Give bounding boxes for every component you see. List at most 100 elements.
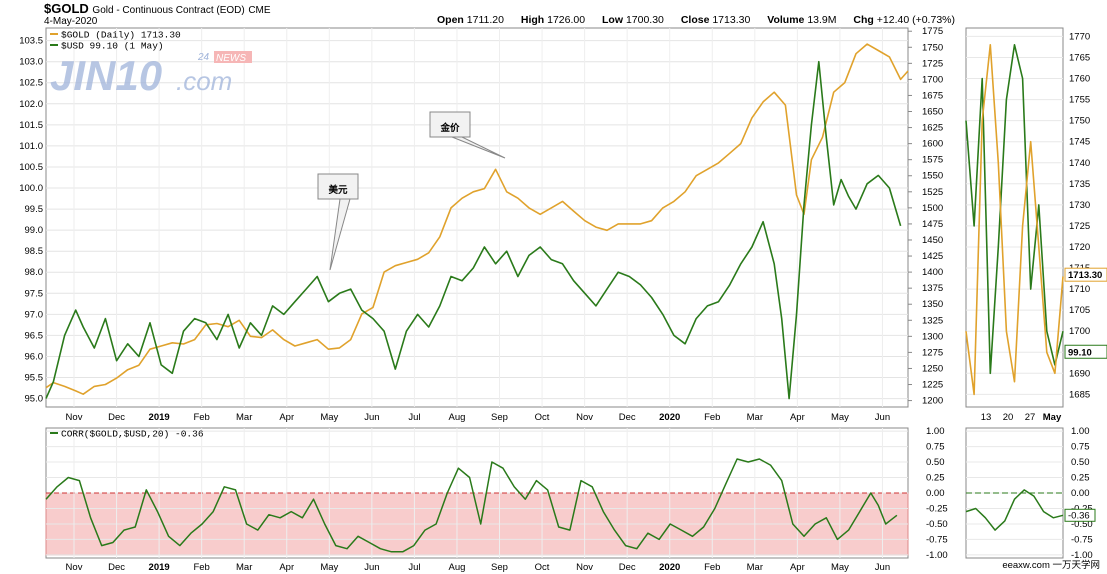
gold-badge-box <box>1064 267 1107 282</box>
zoom-plot-area <box>965 27 1064 408</box>
corr-legend-entry: CORR($GOLD,$USD,20) -0.36 <box>61 429 204 440</box>
zoom-corr-axis-tick: 0.50 <box>1071 457 1090 468</box>
legend-entry: $GOLD (Daily) 1713.30 <box>61 30 181 41</box>
open-value: 1711.20 <box>466 14 504 26</box>
left-axis-tick: 99.0 <box>25 225 44 236</box>
corr-axis-tick: -1.00 <box>926 550 948 561</box>
main-plot-area <box>45 27 909 408</box>
x-axis-tick: Feb <box>193 412 209 423</box>
corr-axis-tick: 1.00 <box>926 426 945 437</box>
right-axis-tick: 1525 <box>922 187 943 198</box>
zoom-axis-tick: 1730 <box>1069 200 1090 211</box>
left-axis-tick: 103.5 <box>19 36 43 47</box>
corr-x-axis-tick: Oct <box>535 562 550 573</box>
zoom-usd-line <box>965 44 1064 375</box>
left-axis-tick: 98.0 <box>25 267 44 278</box>
x-axis-tick: Dec <box>619 412 636 423</box>
zoom-x-axis-tick: 27 <box>1025 412 1036 423</box>
volume-label: Volume <box>767 14 805 26</box>
right-axis-tick: 1725 <box>922 58 943 69</box>
right-axis-tick: 1500 <box>922 203 943 214</box>
quote-bar: Open 1711.20 High 1726.00 Low 1700.30 Cl… <box>437 14 969 26</box>
volume-value: 13.9M <box>807 14 837 26</box>
corr-badge-box <box>1064 508 1096 522</box>
corr-x-axis-tick: Jun <box>875 562 890 573</box>
usd-callout-text: 美元 <box>327 184 348 196</box>
low-label: Low <box>602 14 624 26</box>
left-axis-tick: 100.0 <box>19 183 43 194</box>
zoom-corr-axis-tick: -1.00 <box>1071 550 1093 561</box>
zoom-corr-axis-tick: 0.00 <box>1071 488 1090 499</box>
right-axis-tick: 1250 <box>922 363 943 374</box>
zoom-gold-line <box>965 44 1064 396</box>
open-label: Open <box>437 14 464 26</box>
high-value: 1726.00 <box>547 14 586 26</box>
corr-x-axis-tick: Dec <box>619 562 636 573</box>
zoom-axis-tick: 1705 <box>1069 305 1090 316</box>
x-axis-tick: Jul <box>408 412 420 423</box>
zoom-x-axis-tick: 13 <box>981 412 992 423</box>
usd-callout-box <box>317 173 359 200</box>
corr-axis-tick: 0.50 <box>926 457 945 468</box>
x-axis-tick: Mar <box>747 412 763 423</box>
corr-x-axis-tick: Feb <box>193 562 209 573</box>
x-axis-tick: Dec <box>108 412 125 423</box>
left-axis-tick: 95.5 <box>25 373 44 384</box>
zoom-axis-tick: 1770 <box>1069 31 1090 42</box>
exchange: CME <box>248 5 271 16</box>
x-axis-tick: Feb <box>704 412 720 423</box>
usd-badge-text: 99.10 <box>1068 347 1092 358</box>
close-label: Close <box>680 14 710 26</box>
corr-x-axis-tick: Aug <box>449 562 466 573</box>
left-axis-tick: 95.0 <box>25 394 44 405</box>
zoom-axis-tick: 1740 <box>1069 158 1090 169</box>
x-axis-tick: Nov <box>66 412 83 423</box>
zoom-axis-tick: 1700 <box>1069 326 1090 337</box>
right-axis-tick: 1700 <box>922 74 943 85</box>
x-axis-tick: May <box>320 412 338 423</box>
left-axis-tick: 96.5 <box>25 330 44 341</box>
left-axis-tick: 101.0 <box>19 141 43 152</box>
corr-x-axis-tick: 2020 <box>659 562 680 573</box>
x-axis-tick: Mar <box>236 412 252 423</box>
zoom-axis-tick: 1690 <box>1069 368 1090 379</box>
right-axis-tick: 1675 <box>922 90 943 101</box>
logo-tag-num: 24 <box>197 52 210 63</box>
right-axis-tick: 1475 <box>922 219 943 230</box>
left-axis-tick: 100.5 <box>19 162 43 173</box>
zoom-axis-tick: 1760 <box>1069 74 1090 85</box>
right-axis-tick: 1350 <box>922 299 943 310</box>
x-axis-tick: Apr <box>790 412 805 423</box>
x-axis-tick: Apr <box>279 412 294 423</box>
zoom-axis-tick: 1735 <box>1069 179 1090 190</box>
low-value: 1700.30 <box>625 14 664 26</box>
corr-x-axis-tick: 2019 <box>149 562 170 573</box>
jin10-logo: JIN10 .com 24 NEWS <box>48 48 258 108</box>
right-axis-tick: 1375 <box>922 283 943 294</box>
zoom-axis-tick: 1720 <box>1069 242 1090 253</box>
corr-axis-tick: -0.25 <box>926 503 948 514</box>
corr-x-axis-tick: May <box>831 562 849 573</box>
left-axis-tick: 103.0 <box>19 57 43 68</box>
zoom-axis-tick: 1745 <box>1069 137 1090 148</box>
left-axis-tick: 96.0 <box>25 351 44 362</box>
high-label: High <box>520 14 545 26</box>
zoom-corr-axis-tick: 0.75 <box>1071 442 1090 453</box>
right-axis-tick: 1775 <box>922 26 943 37</box>
corr-x-axis-tick: Dec <box>108 562 125 573</box>
corr-x-axis-tick: Apr <box>279 562 294 573</box>
zoom-corr-axis-tick: -0.75 <box>1071 534 1093 545</box>
x-axis-tick: Aug <box>449 412 466 423</box>
usd-series-line <box>45 60 902 400</box>
zoom-axis-tick: 1755 <box>1069 95 1090 106</box>
right-axis-tick: 1200 <box>922 396 943 407</box>
x-axis-tick: Sep <box>491 412 508 423</box>
corr-x-axis-tick: Feb <box>704 562 720 573</box>
x-axis-tick: Nov <box>576 412 593 423</box>
subtitle: Gold - Continuous Contract (EOD) <box>92 5 245 16</box>
corr-x-axis-tick: Nov <box>576 562 593 573</box>
chart-title: $GOLD Gold - Continuous Contract (EOD) C… <box>44 1 271 16</box>
right-axis-tick: 1450 <box>922 235 943 246</box>
zoom-corr-axis-tick: 0.25 <box>1071 473 1090 484</box>
logo-suffix: .com <box>176 66 232 96</box>
